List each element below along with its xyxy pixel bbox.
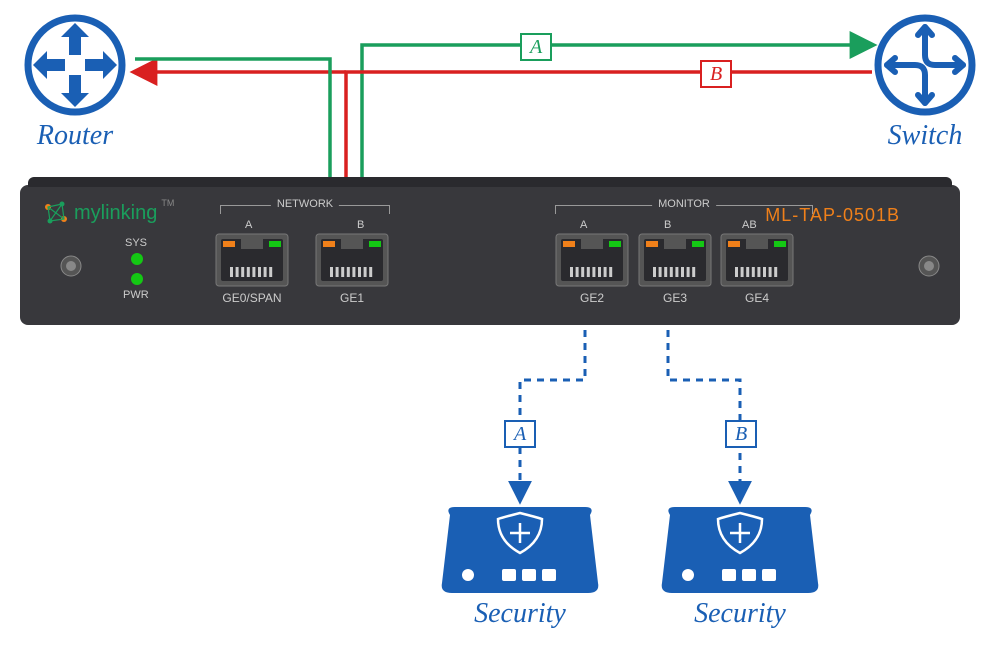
monitor-group: MONITOR: [555, 205, 813, 214]
security-icon-1: [442, 507, 599, 593]
sys-led: [131, 253, 143, 265]
switch-label: Switch: [870, 120, 980, 152]
brand-logo: mylinking TM: [42, 199, 174, 227]
router-label: Router: [20, 120, 130, 152]
router-icon: [28, 18, 122, 112]
monitor-b-label: B: [725, 420, 757, 448]
screw-left: [60, 255, 82, 282]
tap-device-chassis: mylinking TM ML-TAP-0501B SYS PWR NETWOR…: [20, 185, 960, 325]
path-a-label: A: [520, 33, 552, 61]
screw-right: [918, 255, 940, 282]
security-label-2: Security: [675, 598, 805, 630]
sys-label: SYS: [125, 237, 147, 249]
pwr-led: [131, 273, 143, 285]
pwr-label: PWR: [123, 289, 149, 301]
path-a-from-router: [135, 59, 330, 195]
brand-tm: TM: [161, 198, 174, 208]
security-icon-2: [662, 507, 819, 593]
switch-icon: [878, 18, 972, 112]
path-a-line: [362, 45, 872, 195]
path-b-label: B: [700, 60, 732, 88]
security-label-1: Security: [455, 598, 585, 630]
monitor-a-label: A: [504, 420, 536, 448]
diagram-svg: [0, 0, 1000, 669]
monitor-b-line: [668, 330, 740, 500]
monitor-a-line: [520, 330, 585, 500]
brand-text: mylinking: [74, 202, 157, 225]
network-group: NETWORK: [220, 205, 390, 214]
